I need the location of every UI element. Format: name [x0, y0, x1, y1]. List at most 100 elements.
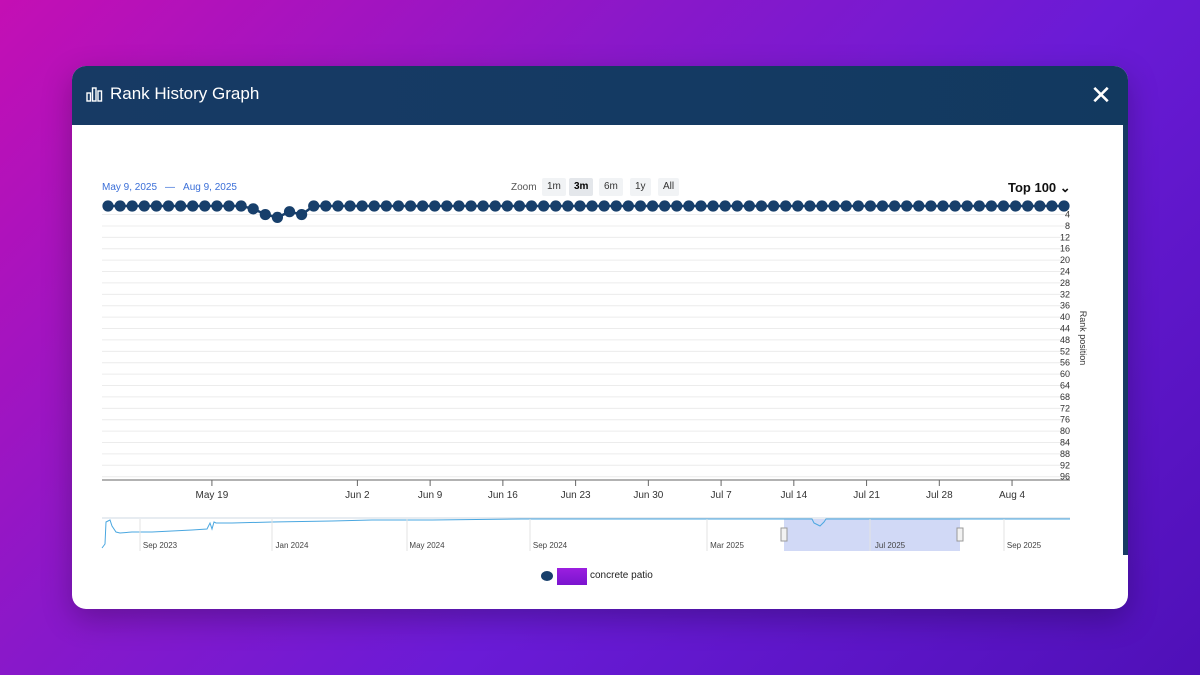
- zoom-6m-button[interactable]: 6m: [599, 178, 623, 196]
- navigator-selected-range[interactable]: [784, 519, 960, 551]
- data-point[interactable]: [114, 200, 126, 212]
- data-point[interactable]: [1022, 200, 1034, 212]
- data-point[interactable]: [755, 200, 768, 212]
- data-point[interactable]: [683, 200, 695, 212]
- data-point[interactable]: [223, 200, 235, 212]
- data-point[interactable]: [175, 200, 187, 212]
- navigator-handle[interactable]: [780, 527, 788, 542]
- x-tick-label: Jun 16: [488, 490, 518, 501]
- data-point[interactable]: [296, 208, 308, 221]
- data-point[interactable]: [949, 200, 961, 212]
- data-point[interactable]: [1046, 200, 1058, 212]
- data-point[interactable]: [937, 200, 949, 212]
- data-point[interactable]: [973, 200, 985, 212]
- data-point[interactable]: [259, 208, 271, 221]
- data-point[interactable]: [368, 200, 380, 212]
- data-point[interactable]: [513, 200, 526, 212]
- data-point[interactable]: [997, 200, 1010, 212]
- data-point[interactable]: [332, 200, 344, 212]
- data-point[interactable]: [562, 200, 574, 212]
- data-point[interactable]: [695, 200, 707, 212]
- data-point[interactable]: [1034, 200, 1046, 212]
- date-to[interactable]: Aug 9, 2025: [183, 182, 237, 193]
- data-point[interactable]: [719, 200, 731, 212]
- data-point[interactable]: [731, 200, 743, 212]
- date-range[interactable]: May 9, 2025 — Aug 9, 2025: [102, 182, 237, 193]
- navigator[interactable]: Sep 2023 Jan 2024 May 2024 Sep 2024 Mar 2025…: [101, 517, 1070, 551]
- data-point[interactable]: [283, 206, 296, 218]
- data-point[interactable]: [671, 200, 683, 212]
- data-point[interactable]: [320, 200, 332, 212]
- data-point[interactable]: [356, 200, 368, 212]
- data-point[interactable]: [150, 200, 163, 212]
- data-point[interactable]: [404, 200, 417, 212]
- data-point[interactable]: [634, 200, 647, 212]
- data-point[interactable]: [550, 200, 562, 212]
- data-point[interactable]: [247, 203, 259, 215]
- data-point[interactable]: [1058, 200, 1070, 212]
- data-point[interactable]: [489, 200, 501, 212]
- data-point[interactable]: [138, 200, 150, 212]
- data-point[interactable]: [743, 200, 755, 212]
- navigator-handle[interactable]: [956, 527, 964, 542]
- data-point[interactable]: [888, 200, 901, 212]
- data-point[interactable]: [211, 200, 223, 212]
- data-point[interactable]: [598, 200, 610, 212]
- data-point[interactable]: [477, 200, 489, 212]
- data-point[interactable]: [525, 200, 538, 212]
- y-tick-label: 84: [1060, 438, 1070, 448]
- data-point[interactable]: [876, 200, 889, 212]
- zoom-3m-button[interactable]: 3m: [569, 178, 594, 196]
- zoom-1m-button[interactable]: 1m: [542, 178, 566, 196]
- navigator-handles[interactable]: [780, 527, 964, 542]
- data-point[interactable]: [417, 200, 429, 212]
- data-point[interactable]: [646, 200, 659, 212]
- data-point[interactable]: [767, 200, 780, 212]
- data-point[interactable]: [380, 200, 392, 212]
- top-filter-dropdown[interactable]: Top 100 ⌄: [1008, 180, 1071, 196]
- data-point[interactable]: [538, 200, 550, 212]
- data-point[interactable]: [465, 200, 477, 212]
- data-point[interactable]: [574, 200, 586, 212]
- zoom-1y-button[interactable]: 1y: [630, 178, 651, 196]
- data-point[interactable]: [925, 200, 937, 212]
- x-tick-label: Jul 28: [926, 490, 953, 501]
- data-point[interactable]: [102, 200, 114, 212]
- data-point[interactable]: [187, 200, 199, 212]
- data-point[interactable]: [840, 200, 852, 212]
- data-point[interactable]: [901, 200, 913, 212]
- data-point[interactable]: [199, 200, 211, 212]
- y-tick-label: 52: [1060, 346, 1070, 356]
- data-point[interactable]: [852, 200, 864, 212]
- scrollbar[interactable]: [1123, 125, 1128, 555]
- data-point[interactable]: [816, 200, 828, 212]
- data-point[interactable]: [453, 200, 465, 212]
- data-point[interactable]: [985, 200, 997, 212]
- data-point[interactable]: [828, 200, 840, 212]
- data-point[interactable]: [913, 200, 925, 212]
- data-point[interactable]: [1009, 200, 1022, 212]
- data-point[interactable]: [961, 200, 973, 212]
- zoom-all-button[interactable]: All: [658, 178, 680, 196]
- data-point[interactable]: [804, 200, 816, 212]
- data-point[interactable]: [659, 200, 671, 212]
- data-point[interactable]: [271, 211, 284, 223]
- data-point[interactable]: [441, 200, 453, 212]
- data-point[interactable]: [864, 200, 876, 212]
- data-point[interactable]: [308, 200, 320, 212]
- data-point[interactable]: [622, 200, 634, 212]
- data-point[interactable]: [501, 200, 513, 212]
- data-point[interactable]: [344, 200, 356, 212]
- data-point[interactable]: [162, 200, 175, 212]
- data-point[interactable]: [792, 200, 804, 212]
- data-point[interactable]: [780, 200, 792, 212]
- data-point[interactable]: [392, 200, 405, 212]
- data-point[interactable]: [707, 200, 719, 212]
- data-point[interactable]: [586, 200, 598, 212]
- data-point[interactable]: [429, 200, 441, 212]
- close-button[interactable]: ✕: [1090, 80, 1112, 110]
- date-from[interactable]: May 9, 2025: [102, 182, 158, 193]
- data-point[interactable]: [126, 200, 138, 212]
- data-point[interactable]: [235, 200, 247, 212]
- data-point[interactable]: [610, 200, 622, 212]
